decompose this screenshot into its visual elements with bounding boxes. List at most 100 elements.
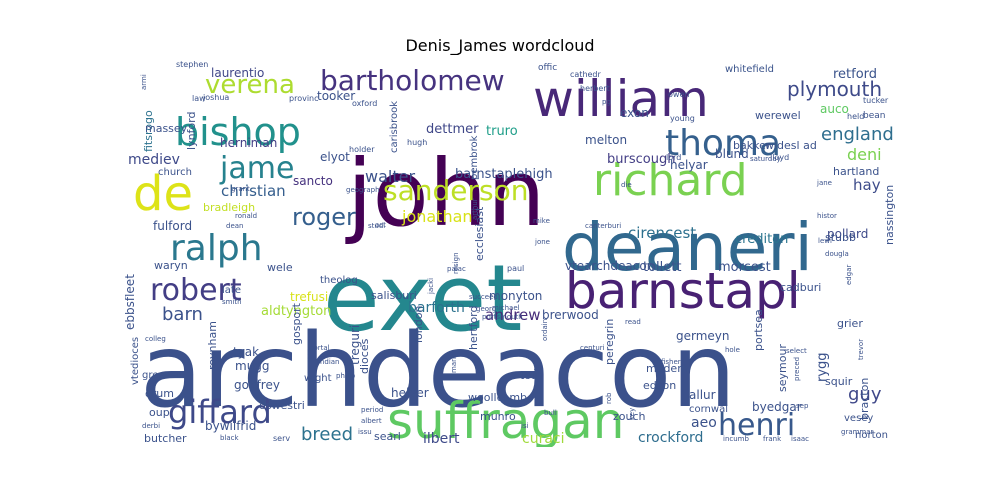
word-fisher: fisher bbox=[661, 358, 681, 366]
word-read: read bbox=[625, 318, 641, 326]
word-edson: edson bbox=[643, 379, 676, 392]
word-richard: richard bbox=[593, 155, 748, 206]
word-paul: paul bbox=[507, 264, 524, 273]
word-barnstapl: barnstapl bbox=[565, 262, 801, 320]
word-tooker: tooker bbox=[317, 89, 355, 103]
word-oxford: oxford bbox=[352, 99, 377, 108]
word-andrew: andrew bbox=[485, 306, 541, 324]
word-auco: auco bbox=[820, 102, 849, 116]
word-werewel: werewel bbox=[755, 109, 801, 122]
word-jonathan: jonathan bbox=[401, 207, 473, 226]
word-sep: sep bbox=[796, 402, 809, 410]
word-issu: issu bbox=[358, 428, 372, 436]
word-breed: breed bbox=[301, 424, 353, 445]
word-sanderson: sanderson bbox=[383, 174, 528, 207]
word-georg: georg bbox=[476, 305, 496, 313]
word-butcher: butcher bbox=[144, 432, 187, 445]
word-provinc: provinc bbox=[289, 94, 319, 103]
word-isaac: isaac bbox=[791, 435, 809, 443]
word-jone: jone bbox=[534, 238, 550, 246]
word-canterburi: canterburi bbox=[585, 222, 621, 230]
word-modern: modern bbox=[646, 362, 689, 375]
word-byedgar: byedgar bbox=[752, 400, 802, 414]
word-armi: armi bbox=[140, 74, 148, 90]
word-william: william bbox=[533, 70, 709, 128]
word-law: law bbox=[192, 94, 206, 103]
word-deni: deni bbox=[847, 145, 882, 164]
word-hay: hay bbox=[853, 176, 881, 194]
word-blund: blund bbox=[715, 147, 749, 161]
word-guy: guy bbox=[848, 384, 882, 405]
word-act: act bbox=[375, 221, 386, 229]
word-godfrey: godfrey bbox=[234, 378, 280, 392]
word-truro: truro bbox=[486, 124, 518, 139]
word-barn: barn bbox=[162, 304, 203, 325]
word-trefusi: trefusi bbox=[290, 290, 328, 304]
word-edgar: edgar bbox=[845, 265, 853, 285]
word-bywilfrid: bywilfrid bbox=[205, 419, 256, 433]
word-fulford: fulford bbox=[153, 219, 192, 233]
word-massey: massey bbox=[145, 122, 188, 135]
word-plymouth: plymouth bbox=[787, 77, 882, 101]
word-cathedr: cathedr bbox=[570, 70, 602, 79]
word-treguri: treguri bbox=[348, 325, 362, 365]
word-ralph: ralph bbox=[170, 228, 263, 269]
word-burscough: burscough bbox=[607, 152, 675, 167]
word-searl: searl bbox=[374, 430, 401, 443]
word-vtedioces: vtedioces bbox=[130, 337, 141, 385]
word-incumb: incumb bbox=[723, 435, 749, 443]
word-widesl-ad: widesl ad bbox=[765, 139, 817, 152]
word-vesey: vesey bbox=[844, 413, 873, 424]
word-bean: bean bbox=[863, 111, 885, 121]
word-young: young bbox=[670, 114, 695, 123]
word-joshua: joshua bbox=[202, 93, 229, 102]
word-totn: totn bbox=[520, 369, 542, 382]
word-allur: allur bbox=[689, 388, 716, 402]
word-squir: squir bbox=[825, 375, 853, 388]
word-jacki: jacki bbox=[427, 278, 435, 295]
word-carisbrook: carisbrook bbox=[389, 101, 400, 153]
word-hartland: hartland bbox=[833, 165, 879, 178]
word-bracton: bracton bbox=[858, 378, 871, 420]
word-bartholomew: bartholomew bbox=[320, 64, 505, 97]
word-robert: robert bbox=[150, 273, 242, 308]
word-smith: smith bbox=[222, 298, 242, 306]
word-morcest: morcest bbox=[718, 260, 771, 275]
word-derbi: derbi bbox=[142, 422, 160, 430]
word-portsea: portsea bbox=[752, 309, 765, 351]
word-cadburi: cadburi bbox=[780, 281, 821, 294]
word-helyar: helyar bbox=[670, 158, 708, 172]
word-grant: grant bbox=[231, 185, 250, 193]
word-theolog: theolog bbox=[320, 275, 358, 286]
word-jame: jame bbox=[219, 151, 294, 186]
word-woollcomb: woollcomb bbox=[468, 391, 527, 404]
word-giffard: giffard bbox=[168, 393, 272, 431]
word-dean: dean bbox=[226, 222, 243, 230]
word-key: key bbox=[628, 408, 636, 420]
word-preced: preced bbox=[793, 357, 801, 381]
word-wight: wight bbox=[304, 373, 332, 384]
word-cornwal: cornwal bbox=[689, 404, 728, 415]
word-bull: bull bbox=[544, 409, 557, 417]
word-dettmer: dettmer bbox=[426, 122, 479, 137]
word-die: die bbox=[621, 181, 632, 189]
word-saturday: saturday bbox=[750, 155, 781, 163]
word-germeyn: germeyn bbox=[676, 329, 730, 343]
word-rob: rob bbox=[605, 392, 613, 404]
word-holder: holder bbox=[349, 145, 375, 154]
word-roger: roger bbox=[292, 203, 356, 231]
word-greener: greener bbox=[142, 370, 182, 381]
word-lloyd: lloyd bbox=[770, 153, 789, 162]
word-exet: exet bbox=[323, 245, 522, 352]
word-laurentio: laurentio bbox=[211, 66, 264, 80]
word-aeo: aeo bbox=[691, 415, 717, 431]
word-rygg: rygg bbox=[815, 352, 830, 382]
word-munro: munro bbox=[480, 410, 516, 423]
word-dougla: dougla bbox=[825, 250, 849, 258]
word-sancto: sancto bbox=[293, 174, 333, 188]
word-albert: albert bbox=[361, 417, 382, 425]
word-christian: christian bbox=[221, 182, 286, 200]
word-bakker: bakker bbox=[733, 139, 771, 152]
word-mark: mark bbox=[450, 354, 458, 373]
word-zouch: zouch bbox=[613, 410, 646, 423]
